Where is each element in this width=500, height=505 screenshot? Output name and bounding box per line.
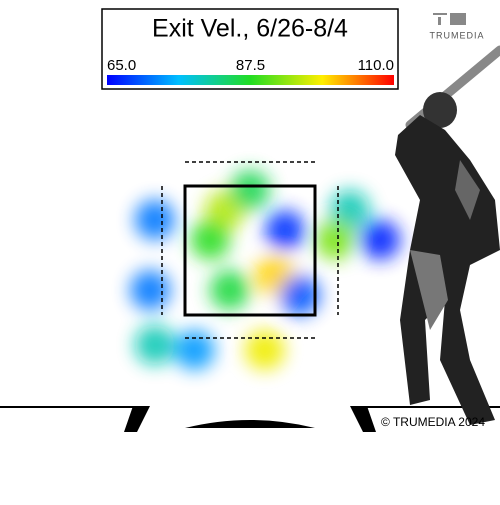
heat-cell (230, 170, 270, 211)
chart-title: Exit Vel., 6/26-8/4 (152, 15, 348, 43)
batter (395, 45, 500, 425)
logo-mark (433, 13, 466, 25)
heat-cell (265, 210, 306, 251)
heat-cell (329, 190, 370, 231)
heat-cell (174, 330, 215, 371)
colorbar-tick-label: 65.0 (107, 57, 136, 74)
heat-cell (130, 270, 171, 311)
heat-cell (315, 219, 356, 260)
field (0, 406, 500, 432)
colorbar-tick-label: 87.5 (236, 57, 265, 74)
heat-cell (279, 275, 320, 316)
strike-zone (183, 184, 317, 317)
logo: TRUMEDIA (430, 30, 485, 40)
shadow-zone (161, 161, 339, 339)
colorbar-tick-label: 110.0 (358, 57, 394, 74)
heat-cell (360, 219, 401, 260)
colorbar (107, 75, 394, 85)
heat-cell (134, 199, 175, 240)
heat-cell (244, 330, 285, 371)
heat-cell (190, 219, 231, 260)
heat-cell (209, 270, 250, 311)
copyright: © TRUMEDIA 2024 (381, 415, 485, 429)
heat-cell (134, 324, 175, 365)
heat-layer (130, 170, 401, 371)
